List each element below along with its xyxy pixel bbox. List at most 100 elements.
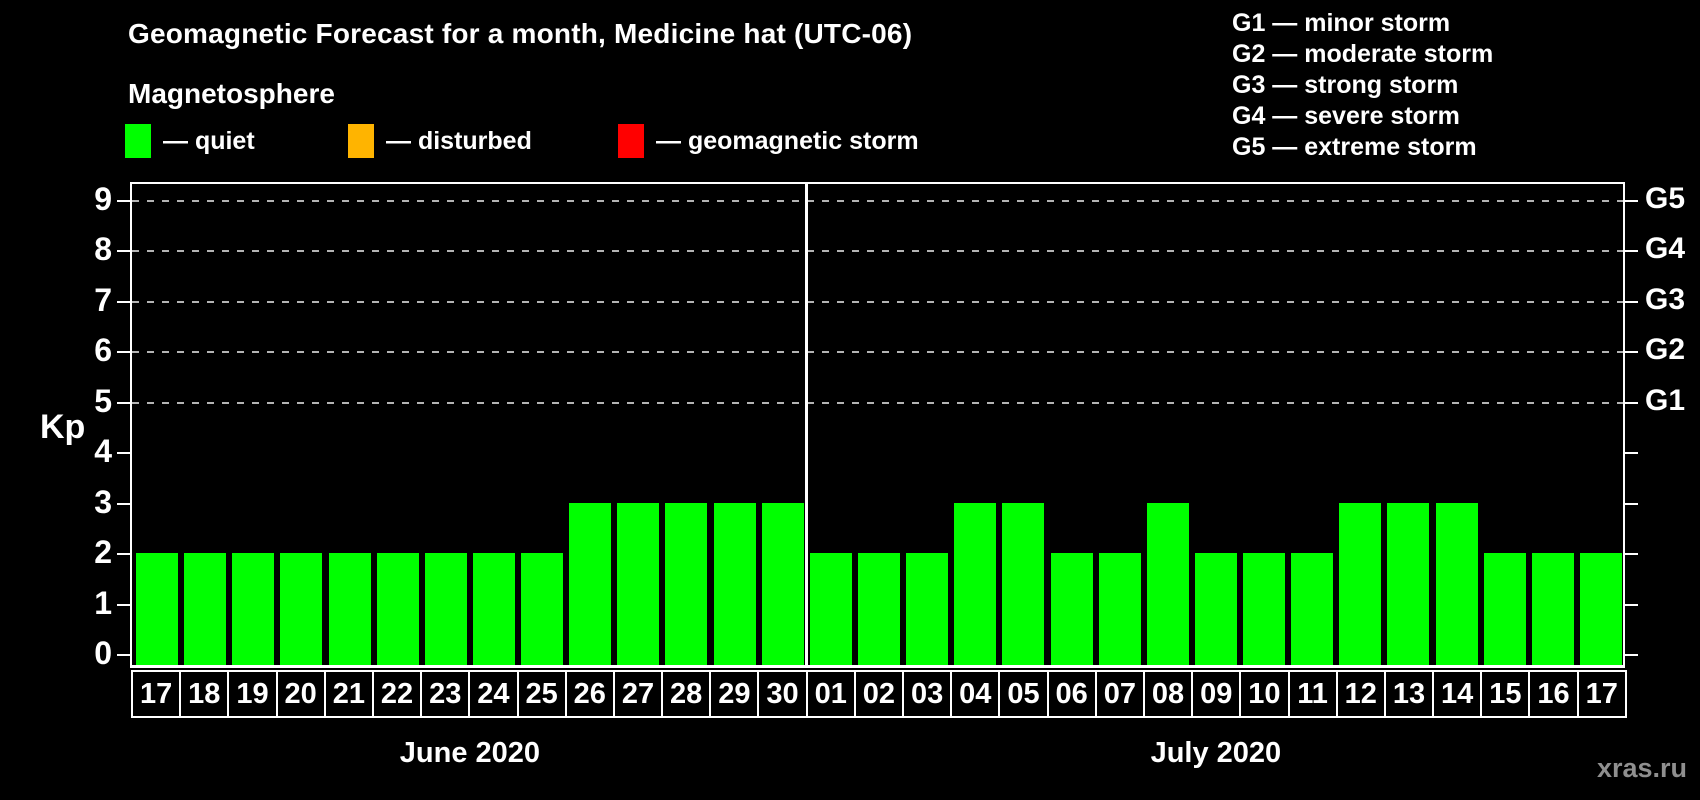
- kp-bar: [232, 553, 275, 665]
- day-label: 22: [371, 672, 420, 716]
- kp-bar: [1579, 553, 1622, 665]
- day-label: 09: [1191, 672, 1239, 716]
- kp-bar: [713, 502, 756, 665]
- disturbed-color-swatch: [348, 124, 374, 158]
- y-tick-right: [1625, 199, 1638, 202]
- kp-bar: [136, 553, 179, 665]
- watermark: xras.ru: [1596, 753, 1687, 783]
- day-label: 24: [468, 672, 516, 716]
- storm-scale-g4: G4 — severe storm: [1232, 102, 1460, 130]
- y-tick-right: [1625, 654, 1638, 656]
- kp-bar: [472, 553, 515, 665]
- y-tick-label: 1: [94, 584, 112, 621]
- storm-scale-g3: G3 — strong storm: [1232, 71, 1459, 99]
- legend-label-quiet: — quiet: [163, 126, 255, 155]
- gridline-kp7: [132, 300, 1623, 303]
- y-tick-right: [1625, 603, 1638, 606]
- y-tick-right: [1625, 351, 1638, 353]
- kp-bar: [1050, 553, 1093, 665]
- day-label: 17: [139, 677, 173, 710]
- kp-bar: [954, 502, 997, 665]
- right-axis-label-g5: G5: [1645, 181, 1686, 215]
- y-tick-right: [1625, 502, 1638, 505]
- kp-bar: [617, 502, 660, 665]
- kp-bar: [569, 502, 612, 665]
- month-label-june: June 2020: [399, 737, 541, 769]
- y-tick-left: [117, 401, 130, 404]
- day-label: 29: [709, 672, 757, 716]
- month-label-july: July 2020: [1150, 737, 1282, 769]
- y-tick-left: [117, 654, 130, 656]
- kp-bar: [184, 553, 227, 665]
- legend-item-quiet: — quiet: [125, 122, 255, 160]
- day-label: 25: [516, 672, 565, 716]
- day-label: 02: [853, 672, 902, 716]
- kp-bar: [1002, 502, 1045, 665]
- kp-bar: [1387, 502, 1430, 665]
- y-tick-right: [1625, 553, 1638, 555]
- legend-item-storm: — geomagnetic storm: [618, 122, 919, 160]
- day-label: 19: [227, 672, 275, 716]
- day-label: 11: [1287, 672, 1336, 716]
- month-separator: [805, 184, 809, 665]
- y-tick-left: [117, 452, 130, 454]
- kp-bar: [1339, 502, 1382, 665]
- right-axis-label-g1: G1: [1645, 383, 1686, 417]
- day-label: 05: [998, 672, 1046, 716]
- day-label: 15: [1480, 672, 1528, 716]
- y-tick-label: 8: [94, 231, 112, 267]
- kp-bar: [280, 553, 323, 665]
- y-tick-left: [117, 553, 130, 555]
- gridline-kp5: [132, 401, 1623, 404]
- kp-bar: [1435, 502, 1478, 665]
- day-label: 07: [1094, 672, 1143, 716]
- gridline-kp8: [132, 250, 1623, 252]
- kp-bar: [1194, 553, 1237, 665]
- day-label: 17: [1576, 672, 1625, 716]
- storm-scale-legend: G1 — minor storm G2 — moderate storm G3 …: [1232, 8, 1493, 163]
- y-tick-label: 2: [94, 534, 112, 570]
- day-label: 20: [275, 672, 324, 716]
- day-label: 23: [420, 672, 468, 716]
- y-tick-right: [1625, 452, 1638, 454]
- kp-bar: [665, 502, 708, 665]
- y-tick-label: 9: [94, 180, 112, 217]
- day-label: 04: [950, 672, 998, 716]
- magnetosphere-heading: Magnetosphere: [128, 78, 335, 109]
- kp-bar: [521, 553, 564, 665]
- right-axis-label-g4: G4: [1645, 232, 1686, 265]
- legend-label-disturbed: — disturbed: [386, 126, 532, 155]
- kp-bar: [761, 502, 804, 665]
- day-label: 21: [323, 672, 372, 716]
- y-tick-label: 6: [94, 332, 112, 368]
- y-tick-label: 0: [94, 635, 112, 671]
- y-tick-left: [117, 502, 130, 505]
- kp-bar: [1531, 553, 1574, 665]
- day-label: 01: [805, 672, 854, 716]
- gridline-kp9: [132, 199, 1623, 202]
- y-tick-left: [117, 300, 130, 303]
- quiet-color-swatch: [125, 124, 151, 158]
- day-label: 10: [1239, 672, 1287, 716]
- chart-title: Geomagnetic Forecast for a month, Medici…: [128, 18, 913, 49]
- legend-item-disturbed: — disturbed: [348, 122, 532, 160]
- legend-label-storm: — geomagnetic storm: [656, 126, 919, 155]
- kp-bar: [376, 553, 419, 665]
- day-label: 03: [902, 672, 950, 716]
- y-tick-label: 3: [94, 483, 112, 520]
- day-label: 06: [1046, 672, 1095, 716]
- y-tick-left: [117, 603, 130, 606]
- kp-bar: [809, 553, 852, 665]
- day-label-band: 17 18 19 20 21 22 23 24 25 26 27 28 29 30 01 02 03 04 05 06…: [131, 670, 1627, 718]
- kp-bar: [1146, 502, 1189, 665]
- kp-bar: [1243, 553, 1286, 665]
- y-tick-left: [117, 250, 130, 252]
- y-tick-right: [1625, 250, 1638, 252]
- kp-bar: [906, 553, 949, 665]
- y-tick-label: 4: [94, 433, 112, 469]
- kp-bar: [1291, 553, 1334, 665]
- kp-bar: [328, 553, 371, 665]
- storm-scale-g2: G2 — moderate storm: [1232, 40, 1494, 68]
- day-label: 26: [564, 672, 613, 716]
